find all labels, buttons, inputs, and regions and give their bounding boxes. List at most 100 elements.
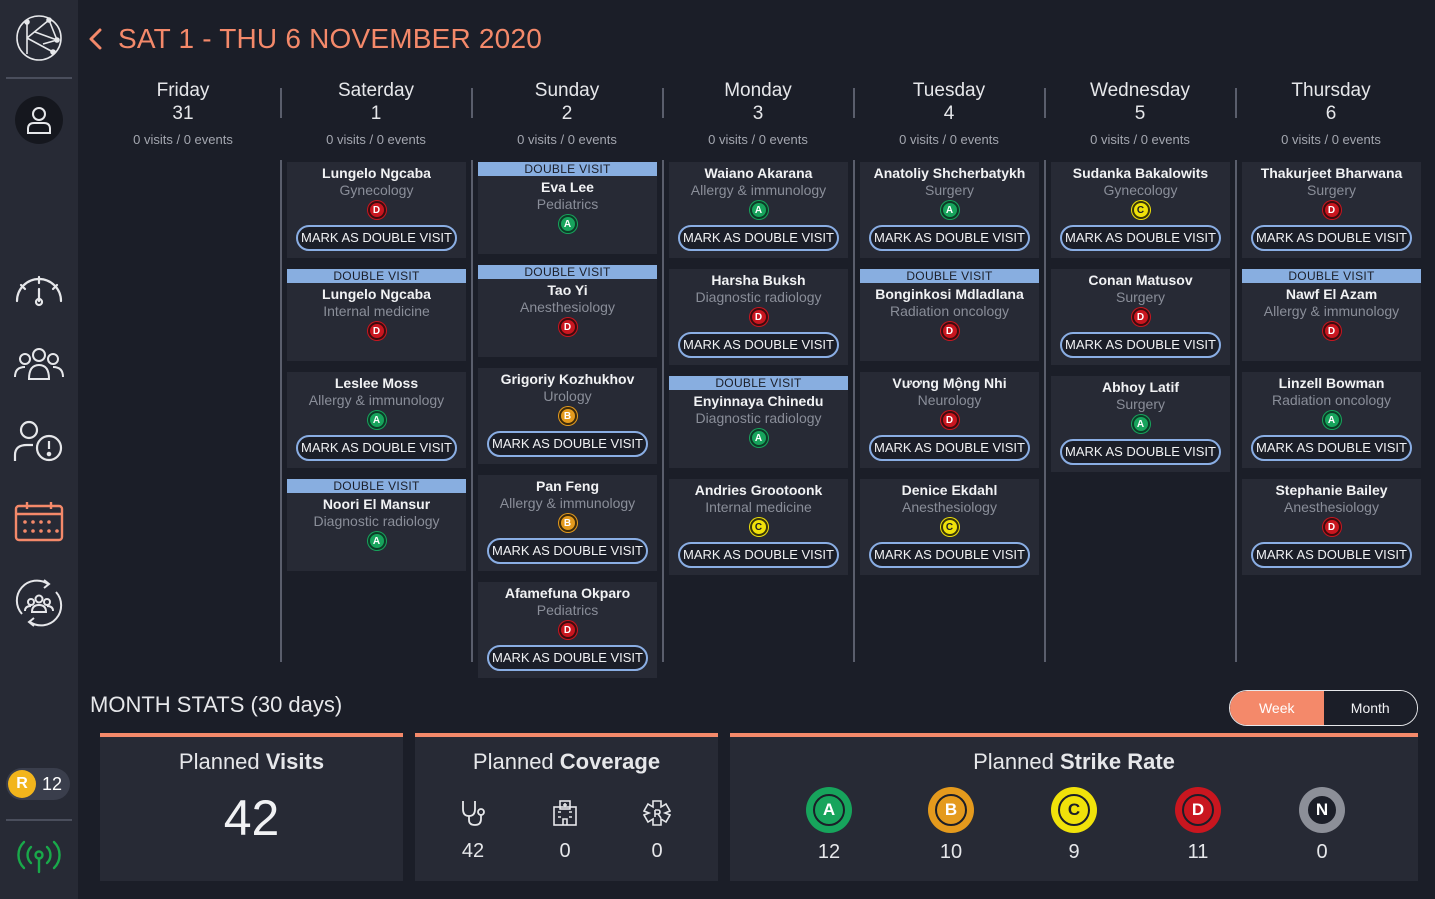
double-visit-label: DOUBLE VISIT — [478, 265, 657, 279]
points-badge[interactable]: R 12 — [6, 768, 70, 800]
doctor-specialty: Diagnostic radiology — [695, 289, 822, 305]
doctor-name: Tao Yi — [547, 282, 588, 298]
strike-rate-value: 12 — [817, 841, 841, 863]
mark-double-visit-button[interactable]: MARK AS DOUBLE VISIT — [487, 645, 648, 671]
week-toggle-button[interactable]: Week — [1230, 691, 1324, 725]
mark-double-visit-button[interactable]: MARK AS DOUBLE VISIT — [296, 435, 457, 461]
coin-icon: R — [8, 770, 36, 798]
doctor-specialty: Diagnostic radiology — [695, 410, 822, 426]
visit-card[interactable]: DOUBLE VISIT Eva Lee Pediatrics A — [478, 162, 657, 254]
title-bold: Visits — [265, 749, 325, 774]
doctor-name: Bonginkosi Mdladlana — [875, 286, 1024, 302]
grade-letter: D — [1182, 794, 1214, 826]
grade-badge-icon: A — [367, 532, 386, 550]
visit-card[interactable]: Andries Grootoonk Internal medicine C MARK … — [669, 479, 848, 575]
mark-double-visit-button[interactable]: MARK AS DOUBLE VISIT — [869, 435, 1030, 461]
calendar-icon[interactable] — [9, 496, 69, 546]
doctor-specialty: Anesthesiology — [520, 299, 615, 315]
visit-card[interactable]: DOUBLE VISIT Enyinnaya Chinedu Diagnostic … — [669, 376, 848, 468]
grade-badge-icon: B — [558, 514, 577, 532]
doctor-specialty: Allergy & immunology — [308, 392, 445, 408]
visit-card[interactable]: Conan Matusov Surgery D MARK AS DOUBLE VISI… — [1051, 269, 1230, 365]
header-separator — [471, 88, 473, 118]
mark-double-visit-button[interactable]: MARK AS DOUBLE VISIT — [296, 225, 457, 251]
day-name: Sunday — [534, 80, 600, 101]
doctor-specialty: Urology — [543, 388, 592, 404]
visit-card[interactable]: Waiano Akarana Allergy & immunology A MARK … — [669, 162, 848, 258]
visit-card[interactable]: Afamefuna Okparo Pediatrics D MARK AS DOUBL… — [478, 582, 657, 678]
user-alert-icon[interactable] — [9, 416, 69, 466]
refresh-group-icon[interactable] — [9, 578, 69, 628]
period-toggle: Week Month — [1229, 690, 1418, 726]
doctor-specialty: Pediatrics — [536, 602, 599, 618]
visit-card[interactable]: DOUBLE VISIT Nawf El Azam Allergy & immuno… — [1242, 269, 1421, 361]
visit-card[interactable]: Harsha Buksh Diagnostic radiology D MARK AS… — [669, 269, 848, 365]
visit-card[interactable]: DOUBLE VISIT Bonginkosi Mdladlana Radiatio… — [860, 269, 1039, 361]
visit-card[interactable]: Abhoy Latif Surgery A MARK AS DOUBLE VISIT — [1051, 376, 1230, 472]
visit-card[interactable]: Pan Feng Allergy & immunology B MARK AS DOU… — [478, 475, 657, 571]
mark-double-visit-button[interactable]: MARK AS DOUBLE VISIT — [487, 538, 648, 564]
coverage-hospitals-value: 0 — [559, 840, 571, 862]
mark-double-visit-button[interactable]: MARK AS DOUBLE VISIT — [678, 542, 839, 568]
visit-card[interactable]: Leslee Moss Allergy & immunology A MARK AS … — [287, 372, 466, 468]
grade-badge-icon: A — [749, 201, 768, 219]
visit-card[interactable]: Stephanie Bailey Anesthesiology D MARK AS D… — [1242, 479, 1421, 575]
speedometer-icon[interactable] — [9, 264, 69, 314]
mark-double-visit-button[interactable]: MARK AS DOUBLE VISIT — [1060, 225, 1221, 251]
user-icon[interactable] — [15, 96, 63, 144]
doctor-name: Thakurjeet Bharwana — [1260, 165, 1403, 181]
visit-card[interactable]: Denice Ekdahl Anesthesiology C MARK AS DOUB… — [860, 479, 1039, 575]
strike-rate-b: B 10 — [921, 787, 981, 864]
mark-double-visit-button[interactable]: MARK AS DOUBLE VISIT — [1251, 435, 1412, 461]
grade-letter: B — [935, 794, 967, 826]
double-visit-label: DOUBLE VISIT — [669, 376, 848, 390]
grade-badge-icon: D — [940, 322, 959, 340]
mark-double-visit-button[interactable]: MARK AS DOUBLE VISIT — [1251, 542, 1412, 568]
month-toggle-button[interactable]: Month — [1323, 691, 1417, 725]
visit-card[interactable]: Thakurjeet Bharwana Surgery D MARK AS DOUBL… — [1242, 162, 1421, 258]
doctor-name: Lungelo Ngcaba — [322, 165, 431, 181]
mark-double-visit-button[interactable]: MARK AS DOUBLE VISIT — [678, 225, 839, 251]
mark-double-visit-button[interactable]: MARK AS DOUBLE VISIT — [678, 332, 839, 358]
back-chevron-icon[interactable] — [88, 24, 110, 54]
mark-double-visit-button[interactable]: MARK AS DOUBLE VISIT — [869, 225, 1030, 251]
team-icon[interactable] — [9, 338, 69, 388]
column-separator — [280, 160, 282, 662]
mark-double-visit-button[interactable]: MARK AS DOUBLE VISIT — [487, 431, 648, 457]
visit-card[interactable]: Sudanka Bakalowits Gynecology C MARK AS DOU… — [1051, 162, 1230, 258]
day-name: Tuesday — [912, 80, 986, 101]
antenna-signal-icon[interactable] — [9, 832, 69, 882]
doctor-name: Sudanka Bakalowits — [1072, 165, 1209, 181]
doctor-specialty: Radiation oncology — [1271, 392, 1392, 408]
doctor-name: Nawf El Azam — [1285, 286, 1378, 302]
doctor-name: Leslee Moss — [334, 375, 419, 391]
strike-rate-value: 11 — [1187, 841, 1209, 863]
visit-card[interactable]: DOUBLE VISIT Lungelo Ngcaba Internal medic… — [287, 269, 466, 361]
mark-double-visit-button[interactable]: MARK AS DOUBLE VISIT — [1251, 225, 1412, 251]
visit-card[interactable]: DOUBLE VISIT Noori El Mansur Diagnostic ra… — [287, 479, 466, 571]
planned-visits-card: Planned Visits 42 — [100, 733, 403, 881]
mark-double-visit-button[interactable]: MARK AS DOUBLE VISIT — [869, 542, 1030, 568]
doctor-specialty: Neurology — [917, 392, 982, 408]
doctor-specialty: Surgery — [924, 182, 975, 198]
planned-visits-value: 42 — [223, 790, 280, 846]
logo-icon[interactable] — [9, 13, 69, 63]
visit-card[interactable]: Vương Mộng Nhi Neurology D MARK AS DOUBLE V… — [860, 372, 1039, 468]
visit-card[interactable]: Anatoliy Shcherbatykh Surgery A MARK AS DOU… — [860, 162, 1039, 258]
mark-double-visit-button[interactable]: MARK AS DOUBLE VISIT — [1060, 332, 1221, 358]
day-header: Wednesday 5 0 visits / 0 events — [1050, 80, 1230, 147]
mark-double-visit-button[interactable]: MARK AS DOUBLE VISIT — [1060, 439, 1221, 465]
hospital-icon — [553, 800, 577, 826]
header-separator — [853, 88, 855, 118]
doctor-name: Vương Mộng Nhi — [892, 375, 1007, 391]
visit-card[interactable]: Lungelo Ngcaba Gynecology D MARK AS DOUBLE … — [287, 162, 466, 258]
day-counts: 0 visits / 0 events — [326, 132, 426, 147]
day-date: 6 — [1325, 103, 1337, 124]
visit-card[interactable]: Linzell Bowman Radiation oncology A MARK AS… — [1242, 372, 1421, 468]
grade-badge-icon: D — [1322, 322, 1341, 340]
grade-b-icon: B — [928, 787, 974, 833]
visit-card[interactable]: Grigoriy Kozhukhov Urology B MARK AS DOUBLE… — [478, 368, 657, 464]
page-header: SAT 1 - THU 6 NOVEMBER 2020 — [88, 22, 542, 56]
pharmacy-icon — [642, 800, 672, 826]
visit-card[interactable]: DOUBLE VISIT Tao Yi Anesthesiology D — [478, 265, 657, 357]
